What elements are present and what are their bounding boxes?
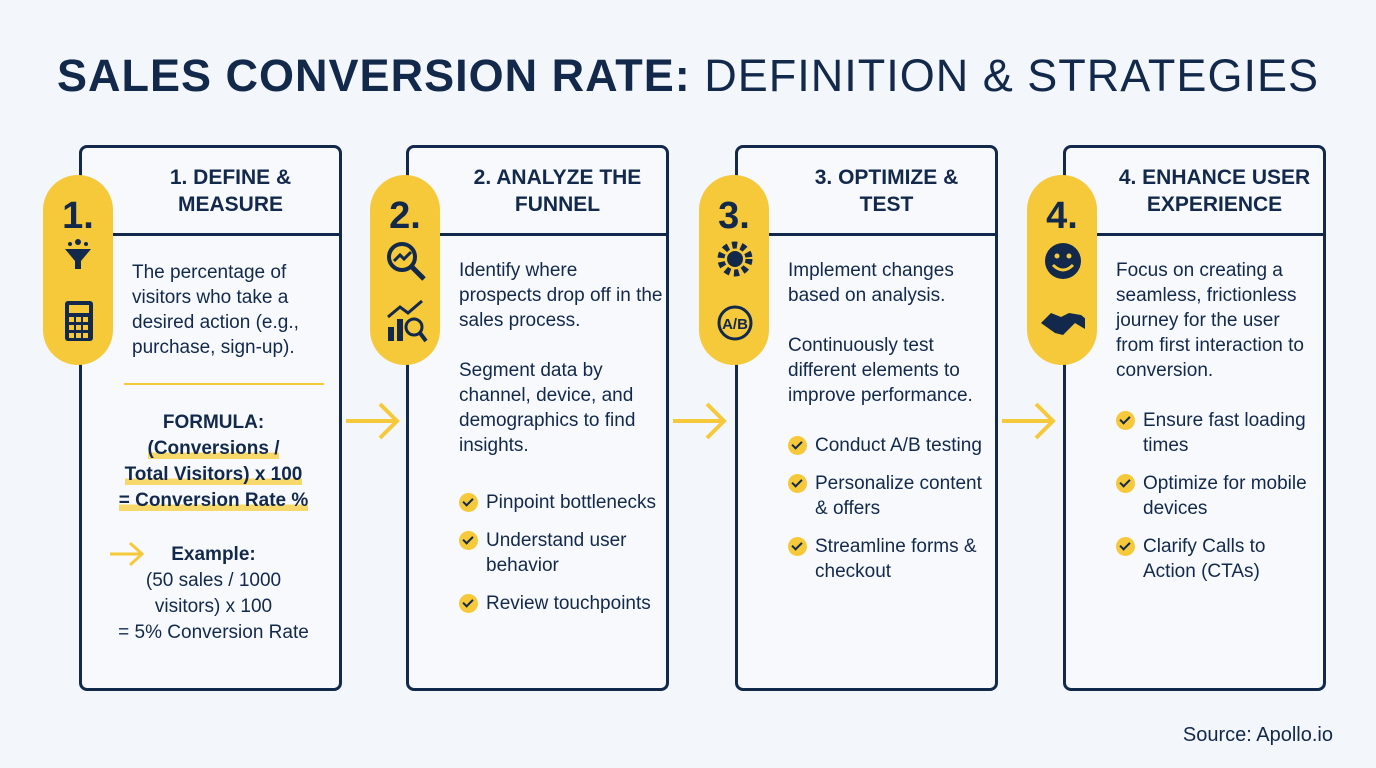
check-icon bbox=[1116, 474, 1135, 493]
bullet: Personalize content & offers bbox=[788, 471, 993, 521]
step-icon bbox=[65, 239, 93, 341]
example: Example: (50 sales / 1000 visitors) x 100 =… bbox=[82, 542, 345, 646]
bullet-text: Pinpoint bottlenecks bbox=[486, 492, 657, 513]
check-icon bbox=[788, 436, 807, 455]
check-icon bbox=[459, 493, 478, 512]
formula-line: (Conversions / bbox=[82, 436, 345, 462]
formula-text: = Conversion Rate % bbox=[118, 490, 309, 511]
step-heading: 3. OPTIMIZE & TEST bbox=[738, 148, 995, 236]
bullet-list: Pinpoint bottlenecks Understand user beha… bbox=[459, 490, 664, 616]
divider bbox=[124, 383, 324, 385]
step-badge: 3. A/B bbox=[699, 175, 769, 365]
bullet-text: Personalize content & offers bbox=[815, 473, 982, 519]
check-icon bbox=[788, 537, 807, 556]
example-arrow bbox=[110, 541, 145, 567]
step-number: 2. bbox=[389, 195, 421, 237]
bullet-text: Conduct A/B testing bbox=[815, 435, 982, 456]
check-icon bbox=[459, 594, 478, 613]
svg-text:A/B: A/B bbox=[722, 316, 748, 333]
step-card: 4. ENHANCE USER EXPERIENCE Focus on creat… bbox=[1063, 145, 1326, 691]
bullet-list: Ensure fast loading times Optimize for mo… bbox=[1116, 408, 1321, 584]
step-card: 2. ANALYZE THE FUNNEL Identify where pros… bbox=[406, 145, 669, 691]
bullet: Understand user behavior bbox=[459, 528, 664, 578]
bullet-list: Conduct A/B testing Personalize content &… bbox=[788, 433, 993, 584]
step-icon bbox=[387, 242, 428, 343]
example-label: Example: bbox=[171, 544, 256, 565]
formula-text: Total Visitors) x 100 bbox=[124, 464, 303, 485]
example-line: (50 sales / 1000 bbox=[145, 570, 282, 591]
step-body: The percentage of visitors who take a de… bbox=[132, 260, 337, 385]
check-icon bbox=[1116, 537, 1135, 556]
step-badge: 2. bbox=[370, 175, 440, 365]
formula: FORMULA: (Conversions / Total Visitors) x … bbox=[82, 410, 345, 514]
formula-text: (Conversions / bbox=[147, 438, 280, 459]
step-text: Identify where prospects drop off in the… bbox=[459, 260, 663, 331]
bullet-text: Ensure fast loading times bbox=[1143, 410, 1306, 456]
step-body: Implement changes based on analysis. Cont… bbox=[788, 258, 993, 597]
step-text: The percentage of visitors who take a de… bbox=[132, 262, 299, 358]
title-bold: SALES CONVERSION RATE: bbox=[57, 50, 691, 101]
check-icon bbox=[459, 531, 478, 550]
flow-arrow bbox=[1002, 402, 1056, 440]
title: SALES CONVERSION RATE: DEFINITION & STRA… bbox=[0, 50, 1376, 102]
step-badge: 4. bbox=[1027, 175, 1097, 365]
step-text: Focus on creating a seamless, frictionle… bbox=[1116, 260, 1304, 381]
step-badge: 1. bbox=[43, 175, 113, 365]
formula-line: Total Visitors) x 100 bbox=[82, 462, 345, 488]
step-body: Identify where prospects drop off in the… bbox=[459, 258, 664, 629]
step-card: 3. OPTIMIZE & TEST Implement changes base… bbox=[735, 145, 998, 691]
step-text: Segment data by channel, device, and dem… bbox=[459, 360, 636, 456]
formula-label: FORMULA: bbox=[162, 412, 265, 433]
step-number: 1. bbox=[62, 195, 94, 237]
step-heading: 2. ANALYZE THE FUNNEL bbox=[409, 148, 666, 236]
bullet: Pinpoint bottlenecks bbox=[459, 490, 664, 515]
step-text: Continuously test different elements to … bbox=[788, 335, 973, 406]
check-icon bbox=[788, 474, 807, 493]
flow-arrow bbox=[673, 402, 727, 440]
example-line: visitors) x 100 bbox=[154, 596, 273, 617]
bullet-text: Clarify Calls to Action (CTAs) bbox=[1143, 536, 1266, 582]
step-body: Focus on creating a seamless, frictionle… bbox=[1116, 258, 1321, 597]
bullet: Conduct A/B testing bbox=[788, 433, 993, 458]
step-heading: 1. DEFINE & MEASURE bbox=[82, 148, 339, 236]
step-card: 1. DEFINE & MEASURE The percentage of vis… bbox=[79, 145, 342, 691]
bullet-text: Optimize for mobile devices bbox=[1143, 473, 1307, 519]
bullet-text: Understand user behavior bbox=[486, 530, 627, 576]
bullet: Ensure fast loading times bbox=[1116, 408, 1321, 458]
example-line: = 5% Conversion Rate bbox=[118, 622, 309, 643]
source: Source: Apollo.io bbox=[1182, 724, 1333, 746]
flow-arrow bbox=[346, 402, 400, 440]
step-number: 3. bbox=[718, 195, 750, 237]
bullet-text: Review touchpoints bbox=[486, 593, 651, 614]
step-text: Implement changes based on analysis. bbox=[788, 260, 954, 306]
step-heading: 4. ENHANCE USER EXPERIENCE bbox=[1066, 148, 1323, 236]
title-light: DEFINITION & STRATEGIES bbox=[704, 50, 1319, 101]
step-icon bbox=[1041, 243, 1085, 335]
check-icon bbox=[1116, 411, 1135, 430]
bullet-text: Streamline forms & checkout bbox=[815, 536, 977, 582]
bullet: Clarify Calls to Action (CTAs) bbox=[1116, 534, 1321, 584]
step-number: 4. bbox=[1046, 195, 1078, 237]
bullet: Streamline forms & checkout bbox=[788, 534, 993, 584]
step-icon: A/B bbox=[717, 241, 753, 341]
bullet: Optimize for mobile devices bbox=[1116, 471, 1321, 521]
bullet: Review touchpoints bbox=[459, 591, 664, 616]
formula-line: = Conversion Rate % bbox=[82, 488, 345, 514]
